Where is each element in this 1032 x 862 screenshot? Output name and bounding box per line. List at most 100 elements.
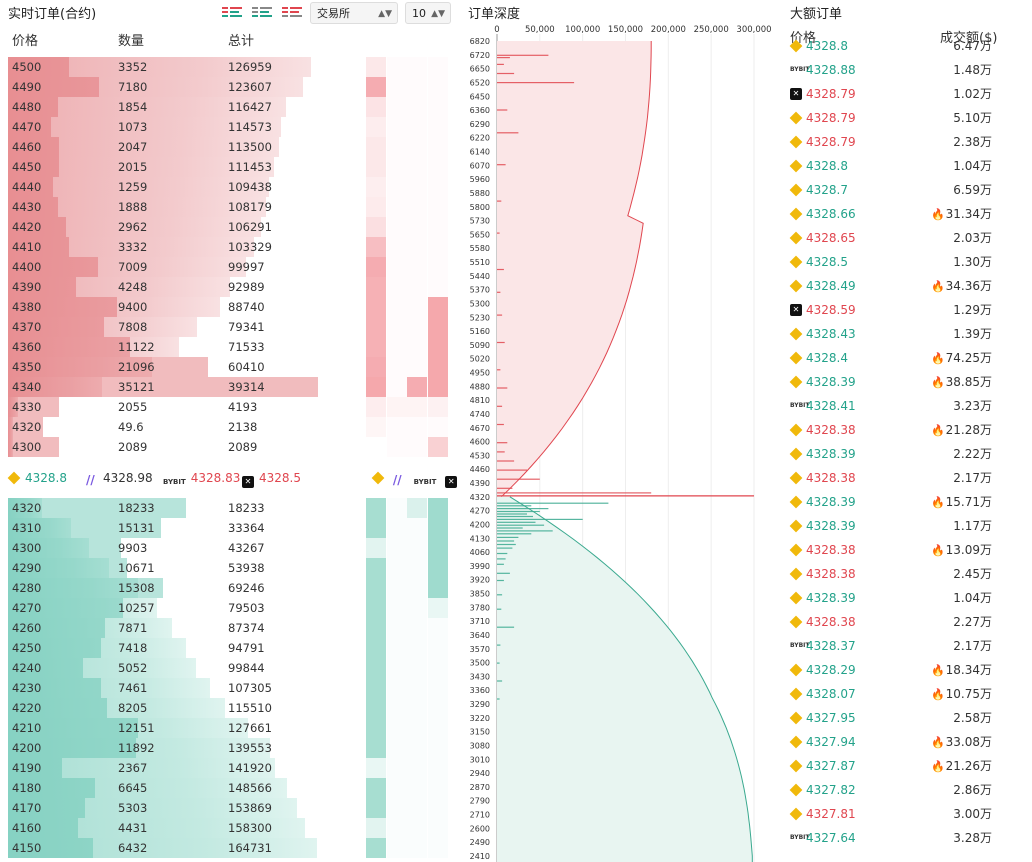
- big-order-row[interactable]: 4328.7 6.59万: [788, 178, 1000, 202]
- big-order-row[interactable]: 4328.38 2.17万: [788, 466, 1000, 490]
- order-row[interactable]: 4300 2089 2089: [8, 437, 318, 457]
- qty-bar: [8, 818, 78, 838]
- big-order-row[interactable]: 4328.07 🔥10.75万: [788, 682, 1000, 706]
- order-row[interactable]: 4310 15131 33364: [8, 518, 318, 538]
- big-order-amount-value: 2.38万: [953, 135, 992, 149]
- big-order-row[interactable]: 4328.65 2.03万: [788, 226, 1000, 250]
- order-row[interactable]: 4330 2055 4193: [8, 397, 318, 417]
- heatmap-cell: [366, 818, 386, 838]
- order-row[interactable]: 4390 4248 92989: [8, 277, 318, 297]
- ask-level-bar: [497, 200, 502, 202]
- order-row[interactable]: 4490 7180 123607: [8, 77, 318, 97]
- row-total: 126959: [228, 60, 272, 74]
- order-row[interactable]: 4500 3352 126959: [8, 57, 318, 77]
- big-order-row[interactable]: 4328.79 5.10万: [788, 106, 1000, 130]
- big-order-row[interactable]: 4328.39 1.04万: [788, 586, 1000, 610]
- big-order-row[interactable]: 4327.95 2.58万: [788, 706, 1000, 730]
- order-row[interactable]: 4250 7418 94791: [8, 638, 318, 658]
- big-order-row[interactable]: 4328.39 2.22万: [788, 442, 1000, 466]
- depth-y-tick: 4530: [470, 451, 490, 460]
- view-both-icon[interactable]: [222, 6, 242, 20]
- big-order-row[interactable]: 4328.38 🔥21.28万: [788, 418, 1000, 442]
- big-order-row[interactable]: 4327.82 2.86万: [788, 778, 1000, 802]
- row-price: 4260: [12, 621, 42, 635]
- order-row[interactable]: 4420 2962 106291: [8, 217, 318, 237]
- big-order-row[interactable]: 4328.38 2.45万: [788, 562, 1000, 586]
- qty-bar: [8, 598, 124, 618]
- heatmap-cell: [387, 598, 407, 618]
- order-row[interactable]: 4190 2367 141920: [8, 758, 318, 778]
- big-order-row[interactable]: ✕ 4328.59 1.29万: [788, 298, 1000, 322]
- order-row[interactable]: 4340 35121 39314: [8, 377, 318, 397]
- depth-y-tick: 6720: [470, 51, 490, 60]
- depth-y-tick: 5230: [470, 313, 490, 322]
- order-row[interactable]: 4400 7009 99997: [8, 257, 318, 277]
- order-row[interactable]: 4300 9903 43267: [8, 538, 318, 558]
- ask-level-bar: [497, 164, 506, 166]
- big-order-amount: 🔥33.08万: [931, 730, 992, 755]
- order-row[interactable]: 4370 7808 79341: [8, 317, 318, 337]
- big-order-row[interactable]: 4328.5 1.30万: [788, 250, 1000, 274]
- big-order-row[interactable]: 4328.39 🔥15.71万: [788, 490, 1000, 514]
- order-row[interactable]: 4270 10257 79503: [8, 598, 318, 618]
- big-order-row[interactable]: 4327.94 🔥33.08万: [788, 730, 1000, 754]
- order-row[interactable]: 4210 12151 127661: [8, 718, 318, 738]
- big-order-row[interactable]: 4328.39 🔥38.85万: [788, 370, 1000, 394]
- big-order-row[interactable]: 4328.49 🔥34.36万: [788, 274, 1000, 298]
- big-order-row[interactable]: 4328.29 🔥18.34万: [788, 658, 1000, 682]
- heatmap-cell: [387, 558, 407, 578]
- qty-bar: [8, 257, 98, 277]
- order-row[interactable]: 4320 18233 18233: [8, 498, 318, 518]
- big-order-row[interactable]: 4327.81 3.00万: [788, 802, 1000, 826]
- big-order-row[interactable]: 4328.39 1.17万: [788, 514, 1000, 538]
- order-row[interactable]: 4480 1854 116427: [8, 97, 318, 117]
- order-row[interactable]: 4350 21096 60410: [8, 357, 318, 377]
- big-order-amount: 🔥18.34万: [931, 658, 992, 683]
- big-order-row[interactable]: 4328.38 2.27万: [788, 610, 1000, 634]
- order-row[interactable]: 4200 11892 139553: [8, 738, 318, 758]
- big-order-row[interactable]: 4328.8 6.47万: [788, 34, 1000, 58]
- big-order-row[interactable]: 4328.79 2.38万: [788, 130, 1000, 154]
- depth-count-select[interactable]: 10 ▲▼: [405, 2, 451, 24]
- big-order-row[interactable]: BYBIT 4328.41 3.23万: [788, 394, 1000, 418]
- view-asks-icon[interactable]: [282, 6, 302, 20]
- order-row[interactable]: 4260 7871 87374: [8, 618, 318, 638]
- order-row[interactable]: 4290 10671 53938: [8, 558, 318, 578]
- order-row[interactable]: 4440 1259 109438: [8, 177, 318, 197]
- big-order-row[interactable]: BYBIT 4328.88 1.48万: [788, 58, 1000, 82]
- order-row[interactable]: 4460 2047 113500: [8, 137, 318, 157]
- order-row[interactable]: 4230 7461 107305: [8, 678, 318, 698]
- order-row[interactable]: 4470 1073 114573: [8, 117, 318, 137]
- total-depth-bar: [8, 498, 43, 518]
- order-row[interactable]: 4170 5303 153869: [8, 798, 318, 818]
- row-price: 4230: [12, 681, 42, 695]
- depth-y-tick: 4600: [470, 438, 490, 447]
- order-row[interactable]: 4240 5052 99844: [8, 658, 318, 678]
- big-order-row[interactable]: ✕ 4328.79 1.02万: [788, 82, 1000, 106]
- order-row[interactable]: 4380 9400 88740: [8, 297, 318, 317]
- view-bids-icon[interactable]: [252, 6, 272, 20]
- ticker-huobi-price: 4328.98: [103, 471, 153, 485]
- big-order-row[interactable]: 4327.87 🔥21.26万: [788, 754, 1000, 778]
- order-row[interactable]: 4160 4431 158300: [8, 818, 318, 838]
- order-row[interactable]: 4430 1888 108179: [8, 197, 318, 217]
- big-order-row[interactable]: 4328.66 🔥31.34万: [788, 202, 1000, 226]
- ask-level-bar: [497, 405, 503, 407]
- big-order-row[interactable]: 4328.43 1.39万: [788, 322, 1000, 346]
- big-order-row[interactable]: BYBIT 4328.37 2.17万: [788, 634, 1000, 658]
- order-row[interactable]: 4410 3332 103329: [8, 237, 318, 257]
- big-order-row[interactable]: BYBIT 4327.64 3.28万: [788, 826, 1000, 850]
- depth-y-tick: 3430: [470, 672, 490, 681]
- order-row[interactable]: 4280 15308 69246: [8, 578, 318, 598]
- order-row[interactable]: 4320 49.6 2138: [8, 417, 318, 437]
- order-row[interactable]: 4360 11122 71533: [8, 337, 318, 357]
- order-row[interactable]: 4220 8205 115510: [8, 698, 318, 718]
- big-order-price: 4328.38: [806, 423, 856, 437]
- big-order-row[interactable]: 4328.4 🔥74.25万: [788, 346, 1000, 370]
- order-row[interactable]: 4180 6645 148566: [8, 778, 318, 798]
- exchange-select[interactable]: 交易所 ▲▼: [310, 2, 398, 24]
- big-order-row[interactable]: 4328.8 1.04万: [788, 154, 1000, 178]
- order-row[interactable]: 4450 2015 111453: [8, 157, 318, 177]
- big-order-row[interactable]: 4328.38 🔥13.09万: [788, 538, 1000, 562]
- order-row[interactable]: 4150 6432 164731: [8, 838, 318, 858]
